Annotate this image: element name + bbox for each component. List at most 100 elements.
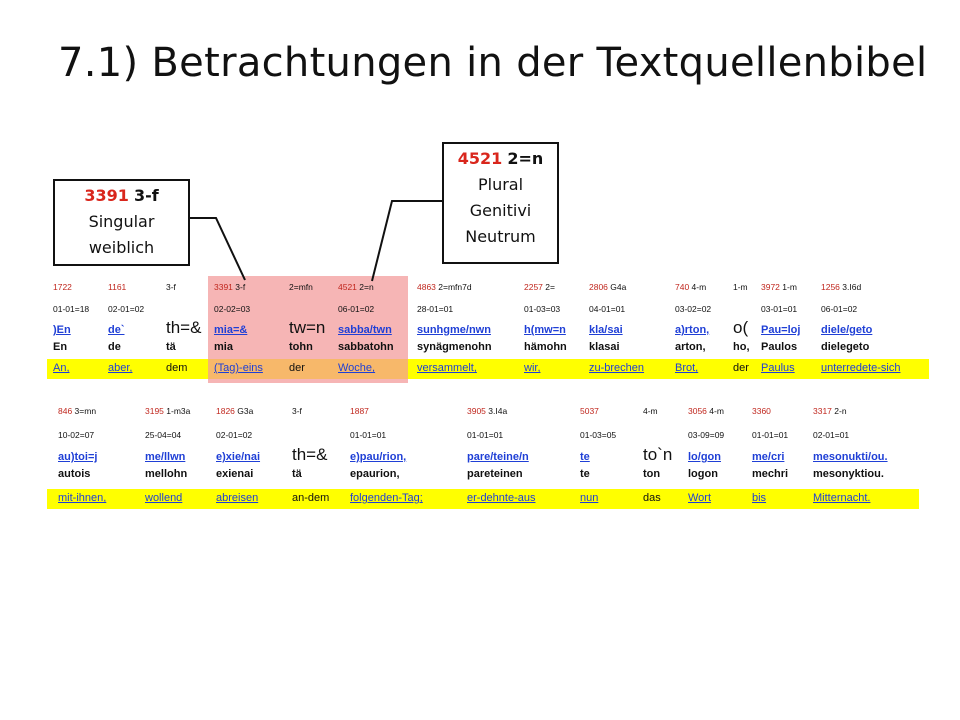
word-date: 04-01=01	[589, 304, 626, 314]
grammar-code: 3-f	[232, 282, 246, 292]
word-date: 02-01=02	[108, 304, 145, 314]
word-german: der	[733, 362, 749, 374]
word-german: nun	[580, 492, 599, 504]
grammar-code: 4-m	[689, 282, 707, 292]
word-transliteration: ton	[643, 468, 661, 480]
word-german: der	[289, 362, 305, 374]
word-german: Mitternacht.	[813, 492, 871, 504]
grammar-code: 1-m	[733, 282, 748, 292]
word-greek: de`	[108, 324, 125, 336]
word-greek: Pau=loj	[761, 324, 801, 336]
strong-number: 1161	[108, 282, 127, 292]
word-german: (Tag)-eins	[214, 362, 263, 374]
word-greek: th=&	[166, 318, 202, 337]
word-transliteration: exienai	[216, 468, 254, 480]
word-greek: te	[580, 451, 590, 463]
word-meta: 3056 4-m	[688, 406, 724, 416]
callout-code: 2=n	[507, 149, 544, 168]
word-greek: lo/gon	[688, 451, 721, 463]
word-transliteration: pareteinen	[467, 468, 523, 480]
word-transliteration: tä	[166, 341, 176, 353]
callout-line: Singular	[88, 212, 155, 231]
grammar-code: 2=n	[356, 282, 374, 292]
word-greek: kla/sai	[589, 324, 623, 336]
word-meta: 3972 1-m	[761, 282, 797, 292]
word-greek: e)pau/rion,	[350, 451, 407, 463]
word-german: Paulus	[761, 362, 795, 374]
word-meta: 3195 1-m3a	[145, 406, 190, 416]
callout-line: Plural	[477, 175, 524, 194]
word-transliteration: te	[580, 468, 590, 480]
callout-code: 3-f	[133, 186, 159, 205]
word-transliteration: tä	[292, 468, 302, 480]
strong-number: 3195	[145, 406, 164, 416]
word-meta: 846 3=mn	[58, 406, 96, 416]
grammar-code: 3.I6d	[839, 282, 862, 292]
word-greek: pare/teine/n	[467, 451, 529, 463]
strong-number: 5037	[580, 406, 599, 416]
word-transliteration: tohn	[289, 341, 313, 353]
grammar-code: 4-m	[643, 406, 658, 416]
word-german: Brot,	[675, 362, 699, 374]
word-greek: mia=&	[214, 324, 248, 336]
strong-number: 3360	[752, 406, 771, 416]
strong-number: 740	[675, 282, 690, 292]
highlight-orange-row1	[208, 359, 408, 379]
word-meta: 4521 2=n	[338, 282, 374, 292]
word-greek: )En	[53, 324, 71, 336]
word-meta: 1256 3.I6d	[821, 282, 861, 292]
word-transliteration: de	[108, 341, 121, 353]
strong-number: 4863	[417, 282, 436, 292]
word-transliteration: sabbatohn	[338, 341, 394, 353]
word-transliteration: ho,	[733, 341, 750, 353]
word-german: Woche,	[338, 362, 376, 374]
grammar-code: 1-m3a	[163, 406, 191, 416]
word-greek: me/llwn	[145, 451, 186, 463]
strong-number: 1256	[821, 282, 840, 292]
word-greek: sunhgme/nwn	[417, 324, 491, 336]
word-date: 02-01=02	[216, 430, 253, 440]
grammar-code: 4-m	[706, 406, 724, 416]
callout-3391: 3391 3-f Singular weiblich	[53, 179, 190, 266]
word-greek: diele/geto	[821, 324, 873, 336]
word-transliteration: mechri	[752, 468, 789, 480]
grammar-code: G4a	[607, 282, 627, 292]
word-meta: 1722	[53, 282, 72, 292]
word-transliteration: mia	[214, 341, 233, 353]
word-date: 06-01=02	[338, 304, 375, 314]
strong-number: 4521	[338, 282, 357, 292]
slide-title: 7.1) Betrachtungen in der Textquellenbib…	[58, 40, 928, 86]
word-german: zu-brechen	[589, 362, 645, 374]
grammar-code: 2=	[542, 282, 555, 292]
word-meta: 2=mfn	[289, 282, 313, 292]
word-meta: 5037	[580, 406, 599, 416]
word-meta: 1887	[350, 406, 369, 416]
strong-number: 1887	[350, 406, 369, 416]
word-transliteration: hämohn	[524, 341, 567, 353]
grammar-code: 2=mfn	[289, 282, 313, 292]
grammar-code: 3-f	[292, 406, 302, 416]
word-date: 06-01=02	[821, 304, 858, 314]
callout-4521: 4521 2=n Plural Genitivi Neutrum	[442, 142, 559, 264]
word-german: unterredete-sich	[821, 362, 901, 374]
word-transliteration: autois	[58, 468, 91, 480]
word-meta: 4-m	[643, 406, 658, 416]
highlight-yellow-row2	[47, 489, 919, 509]
word-meta: 3391 3-f	[214, 282, 245, 292]
word-date: 01-01=18	[53, 304, 90, 314]
word-meta: 1826 G3a	[216, 406, 253, 416]
grammar-code: 3=mn	[72, 406, 97, 416]
word-german: abreisen	[216, 492, 259, 504]
grammar-code: 3.I4a	[485, 406, 508, 416]
callout-line: weiblich	[88, 238, 155, 257]
callout-line: Genitivi	[469, 201, 532, 220]
word-german: Wort	[688, 492, 712, 504]
word-date: 01-01=01	[752, 430, 789, 440]
strong-number: 3905	[467, 406, 486, 416]
word-meta: 4863 2=mfn7d	[417, 282, 472, 292]
strong-number: 3056	[688, 406, 707, 416]
word-date: 03-09=09	[688, 430, 725, 440]
word-meta: 3317 2-n	[813, 406, 847, 416]
word-german: aber,	[108, 362, 133, 374]
